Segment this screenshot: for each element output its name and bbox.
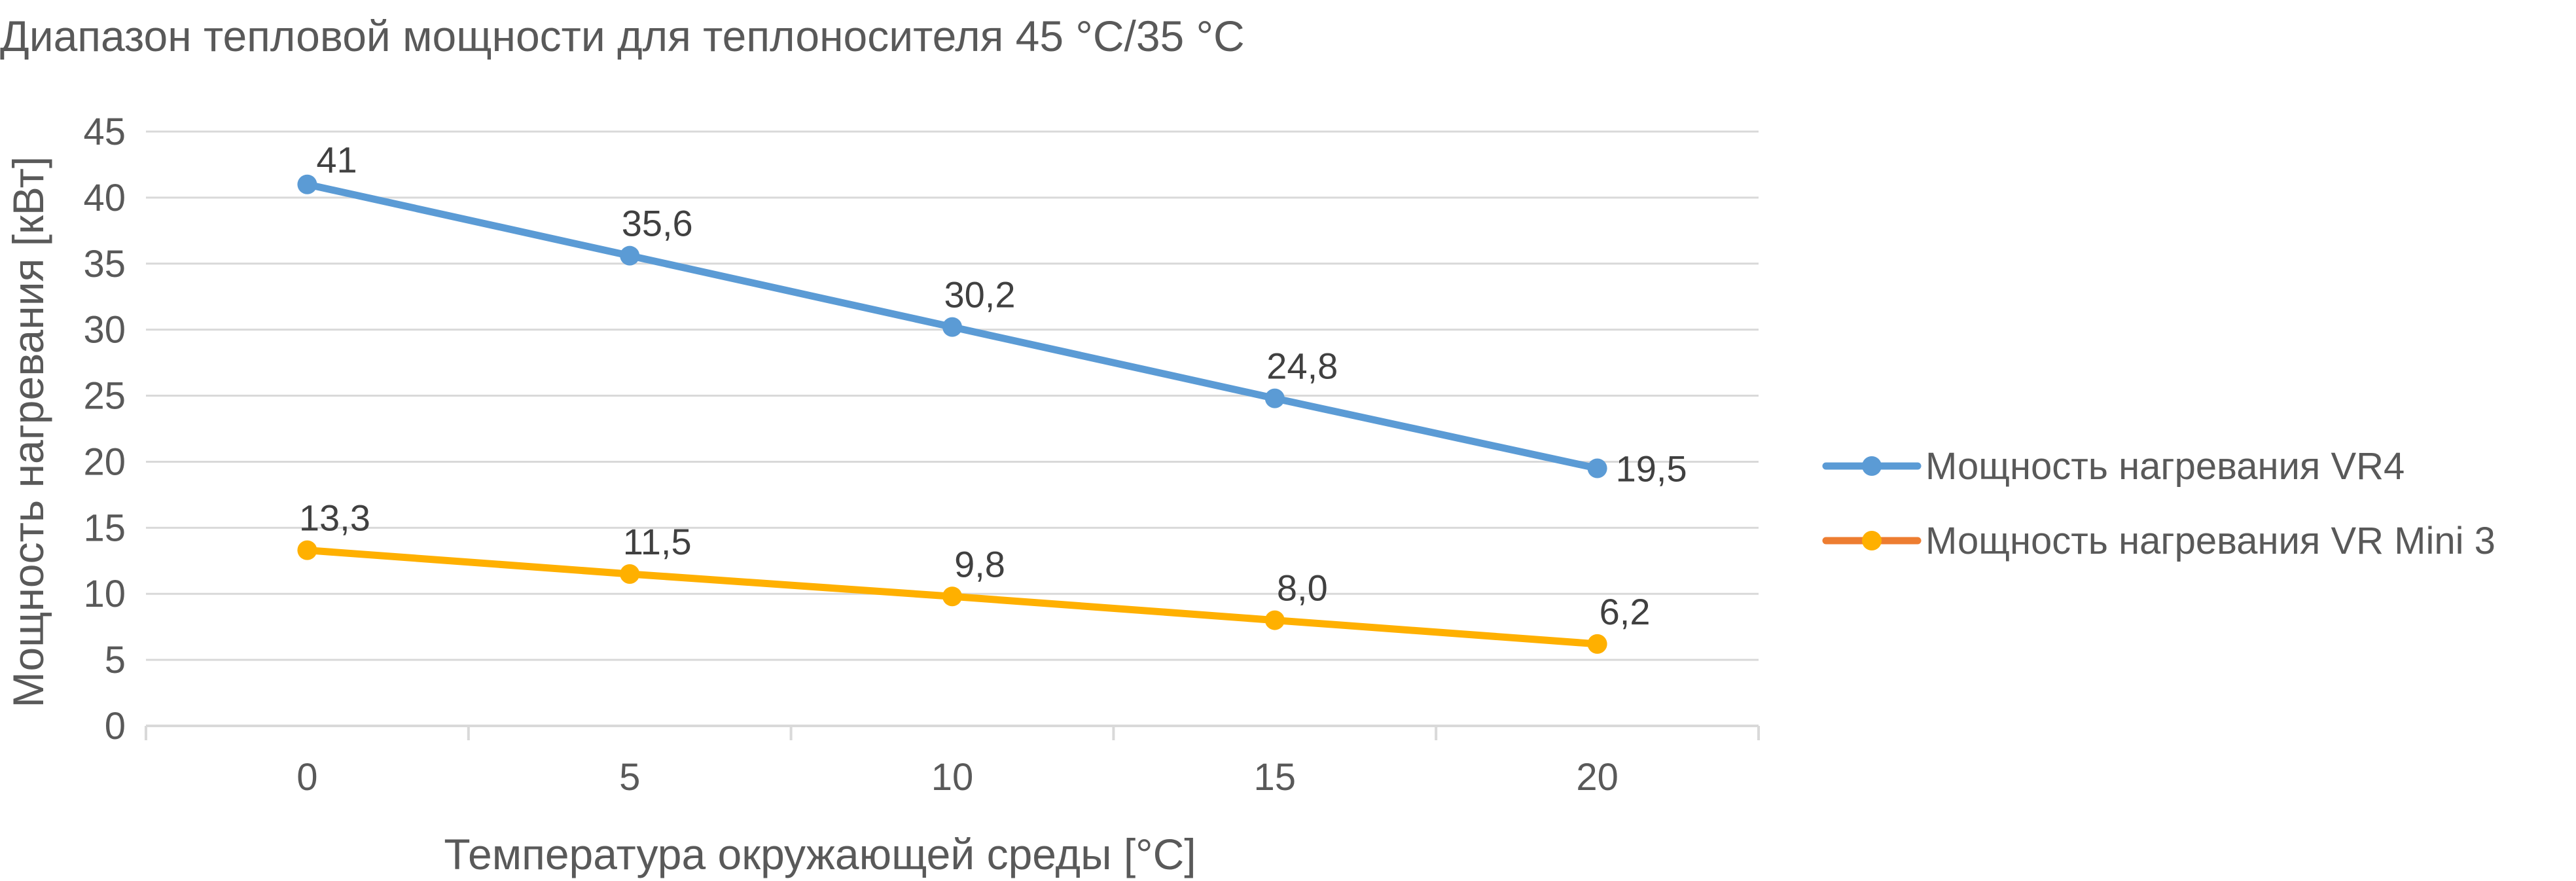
- y-axis-title: Мощность нагревания [кВт]: [4, 156, 52, 708]
- data-labels: 41 35,6 30,2 24,8 19,5 13,3 11,5 9,8 8,0 6,2: [299, 139, 1687, 632]
- y-tick-label: 15: [83, 507, 126, 549]
- series-lines: [297, 174, 1607, 654]
- data-label: 13,3: [299, 497, 370, 539]
- data-point: [1587, 458, 1607, 478]
- y-tick-labels: 0 5 10 15 20 25 30 35 40 45: [83, 111, 126, 747]
- legend: Мощность нагревания VR4 Мощность нагреван…: [1822, 445, 2496, 562]
- x-tick-labels: 0 5 10 15 20: [296, 756, 1619, 799]
- y-tick-label: 35: [83, 243, 126, 285]
- y-tick-label: 0: [105, 705, 126, 747]
- legend-marker: [1862, 456, 1882, 476]
- data-point: [297, 540, 317, 560]
- data-point: [620, 245, 640, 266]
- legend-marker: [1862, 531, 1882, 550]
- y-tick-label: 5: [105, 639, 126, 681]
- data-label: 30,2: [944, 274, 1016, 315]
- data-point: [1264, 388, 1285, 408]
- data-point: [620, 564, 640, 584]
- data-label: 24,8: [1266, 346, 1338, 387]
- y-tick-label: 20: [83, 440, 126, 483]
- data-point: [942, 317, 962, 337]
- data-label: 9,8: [954, 543, 1005, 584]
- legend-label: Мощность нагревания VR Mini 3: [1925, 520, 2496, 562]
- data-label: 41: [316, 139, 357, 181]
- gridlines: [146, 130, 1759, 661]
- data-label: 19,5: [1616, 448, 1687, 490]
- axes: [145, 725, 1760, 740]
- legend-label: Мощность нагревания VR4: [1925, 445, 2405, 488]
- y-tick-label: 45: [83, 111, 126, 153]
- y-tick-label: 10: [83, 573, 126, 615]
- y-tick-label: 40: [83, 177, 126, 219]
- y-tick-label: 25: [83, 375, 126, 418]
- data-label: 11,5: [623, 521, 692, 562]
- data-label: 6,2: [1600, 591, 1651, 632]
- data-point: [1264, 610, 1285, 630]
- data-point: [1587, 634, 1607, 654]
- x-tick-label: 15: [1254, 756, 1297, 799]
- y-tick-label: 30: [83, 309, 126, 351]
- x-tick-label: 0: [296, 756, 317, 799]
- data-label: 35,6: [622, 203, 693, 244]
- data-point: [942, 586, 962, 607]
- x-tick-label: 5: [619, 756, 640, 799]
- data-label: 8,0: [1277, 567, 1328, 609]
- x-axis-title: Температура окружающей среды [°C]: [444, 830, 1196, 878]
- x-tick-label: 10: [931, 756, 974, 799]
- chart-title: Диапазон тепловой мощности для теплоноси…: [0, 12, 1245, 60]
- data-point: [297, 174, 317, 194]
- x-tick-label: 20: [1576, 756, 1619, 799]
